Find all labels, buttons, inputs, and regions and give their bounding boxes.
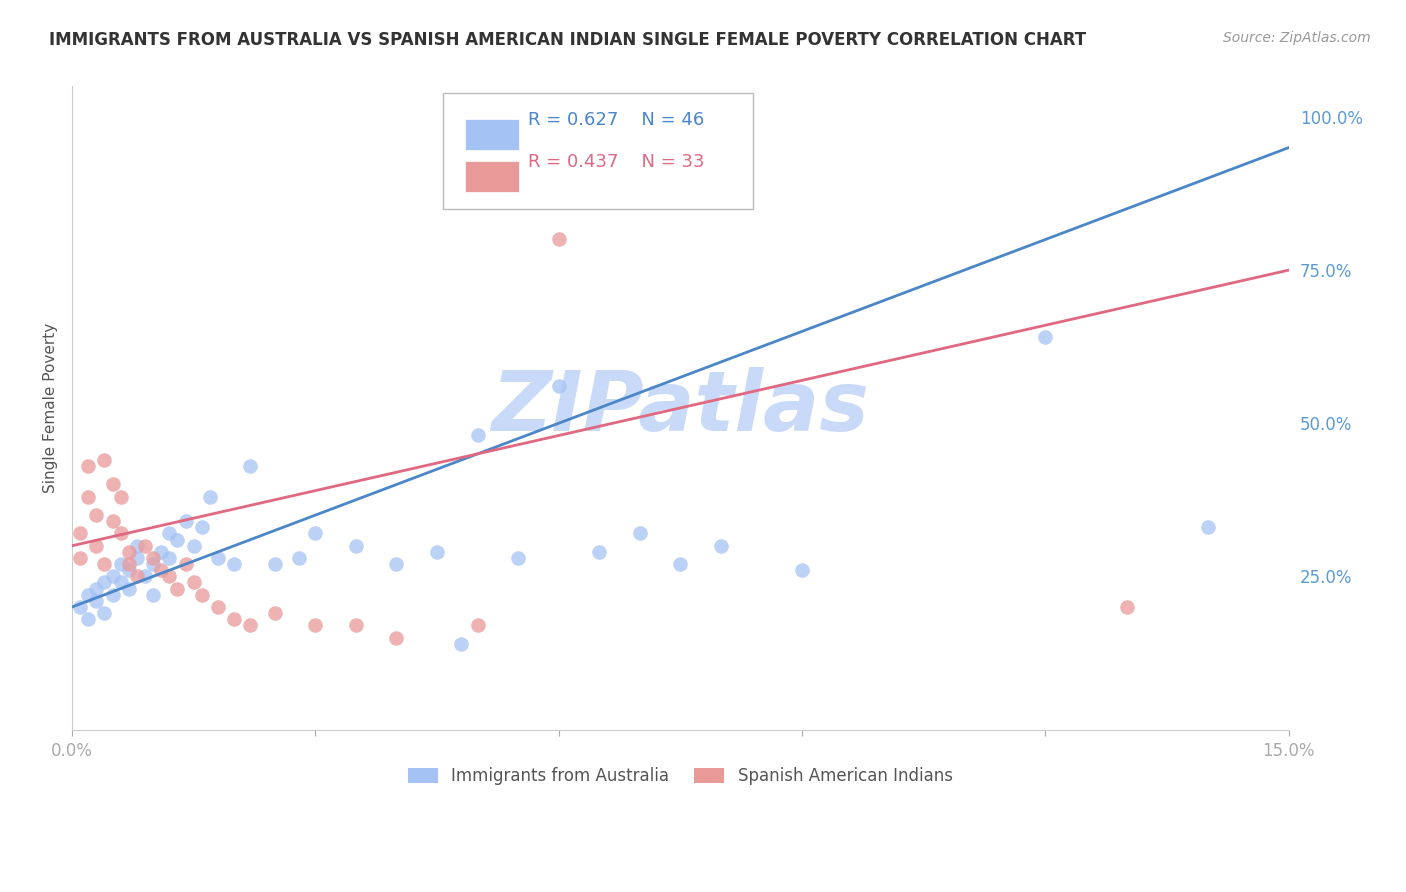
Point bbox=[385, 557, 408, 571]
Point bbox=[547, 232, 569, 246]
Point bbox=[69, 526, 91, 541]
Point bbox=[101, 588, 124, 602]
Point bbox=[101, 477, 124, 491]
Point bbox=[86, 539, 108, 553]
Text: R = 0.437    N = 33: R = 0.437 N = 33 bbox=[529, 153, 704, 171]
Text: ZIPatlas: ZIPatlas bbox=[492, 368, 869, 449]
Point bbox=[174, 557, 197, 571]
Point bbox=[304, 618, 326, 632]
Point bbox=[142, 557, 165, 571]
Point bbox=[142, 551, 165, 566]
Point bbox=[93, 575, 115, 590]
Point bbox=[110, 575, 132, 590]
Point bbox=[191, 588, 214, 602]
Point bbox=[118, 582, 141, 596]
Point bbox=[263, 557, 285, 571]
Point bbox=[77, 459, 100, 474]
Point bbox=[125, 551, 148, 566]
Point bbox=[125, 539, 148, 553]
Point bbox=[69, 551, 91, 566]
Point bbox=[86, 594, 108, 608]
Point bbox=[142, 588, 165, 602]
Point bbox=[426, 545, 449, 559]
Y-axis label: Single Female Poverty: Single Female Poverty bbox=[44, 323, 58, 493]
Point bbox=[157, 569, 180, 583]
Point bbox=[166, 582, 188, 596]
Point bbox=[110, 526, 132, 541]
Point bbox=[134, 569, 156, 583]
Point bbox=[207, 551, 229, 566]
Point bbox=[239, 459, 262, 474]
Point bbox=[134, 539, 156, 553]
Point bbox=[77, 490, 100, 504]
Point bbox=[239, 618, 262, 632]
Point bbox=[588, 545, 610, 559]
FancyBboxPatch shape bbox=[465, 161, 519, 192]
Point bbox=[224, 612, 246, 626]
Point bbox=[467, 618, 489, 632]
Point bbox=[508, 551, 530, 566]
Point bbox=[174, 514, 197, 528]
Point bbox=[110, 490, 132, 504]
FancyBboxPatch shape bbox=[465, 120, 519, 150]
Point bbox=[150, 545, 173, 559]
Point bbox=[125, 569, 148, 583]
Legend: Immigrants from Australia, Spanish American Indians: Immigrants from Australia, Spanish Ameri… bbox=[401, 761, 959, 792]
Point bbox=[118, 563, 141, 577]
Point bbox=[790, 563, 813, 577]
Point bbox=[263, 606, 285, 620]
Point bbox=[150, 563, 173, 577]
FancyBboxPatch shape bbox=[443, 93, 754, 209]
Point bbox=[77, 612, 100, 626]
Point bbox=[93, 606, 115, 620]
Text: R = 0.627    N = 46: R = 0.627 N = 46 bbox=[529, 112, 704, 129]
Point bbox=[385, 631, 408, 645]
Point bbox=[183, 539, 205, 553]
Point bbox=[207, 599, 229, 614]
Point bbox=[710, 539, 733, 553]
Point bbox=[467, 428, 489, 442]
Point bbox=[450, 637, 472, 651]
Point bbox=[157, 551, 180, 566]
Point bbox=[69, 599, 91, 614]
Point bbox=[183, 575, 205, 590]
Point bbox=[86, 582, 108, 596]
Point bbox=[669, 557, 692, 571]
Text: Source: ZipAtlas.com: Source: ZipAtlas.com bbox=[1223, 31, 1371, 45]
Point bbox=[166, 533, 188, 547]
Text: IMMIGRANTS FROM AUSTRALIA VS SPANISH AMERICAN INDIAN SINGLE FEMALE POVERTY CORRE: IMMIGRANTS FROM AUSTRALIA VS SPANISH AME… bbox=[49, 31, 1087, 49]
Point bbox=[304, 526, 326, 541]
Point bbox=[86, 508, 108, 522]
Point bbox=[198, 490, 221, 504]
Point bbox=[1197, 520, 1219, 534]
Point bbox=[191, 520, 214, 534]
Point bbox=[110, 557, 132, 571]
Point bbox=[101, 514, 124, 528]
Point bbox=[344, 618, 367, 632]
Point bbox=[224, 557, 246, 571]
Point bbox=[344, 539, 367, 553]
Point bbox=[1115, 599, 1137, 614]
Point bbox=[118, 557, 141, 571]
Point bbox=[1035, 330, 1057, 344]
Point bbox=[77, 588, 100, 602]
Point bbox=[547, 379, 569, 393]
Point bbox=[288, 551, 311, 566]
Point bbox=[93, 557, 115, 571]
Point bbox=[118, 545, 141, 559]
Point bbox=[157, 526, 180, 541]
Point bbox=[101, 569, 124, 583]
Point bbox=[93, 453, 115, 467]
Point bbox=[628, 526, 651, 541]
